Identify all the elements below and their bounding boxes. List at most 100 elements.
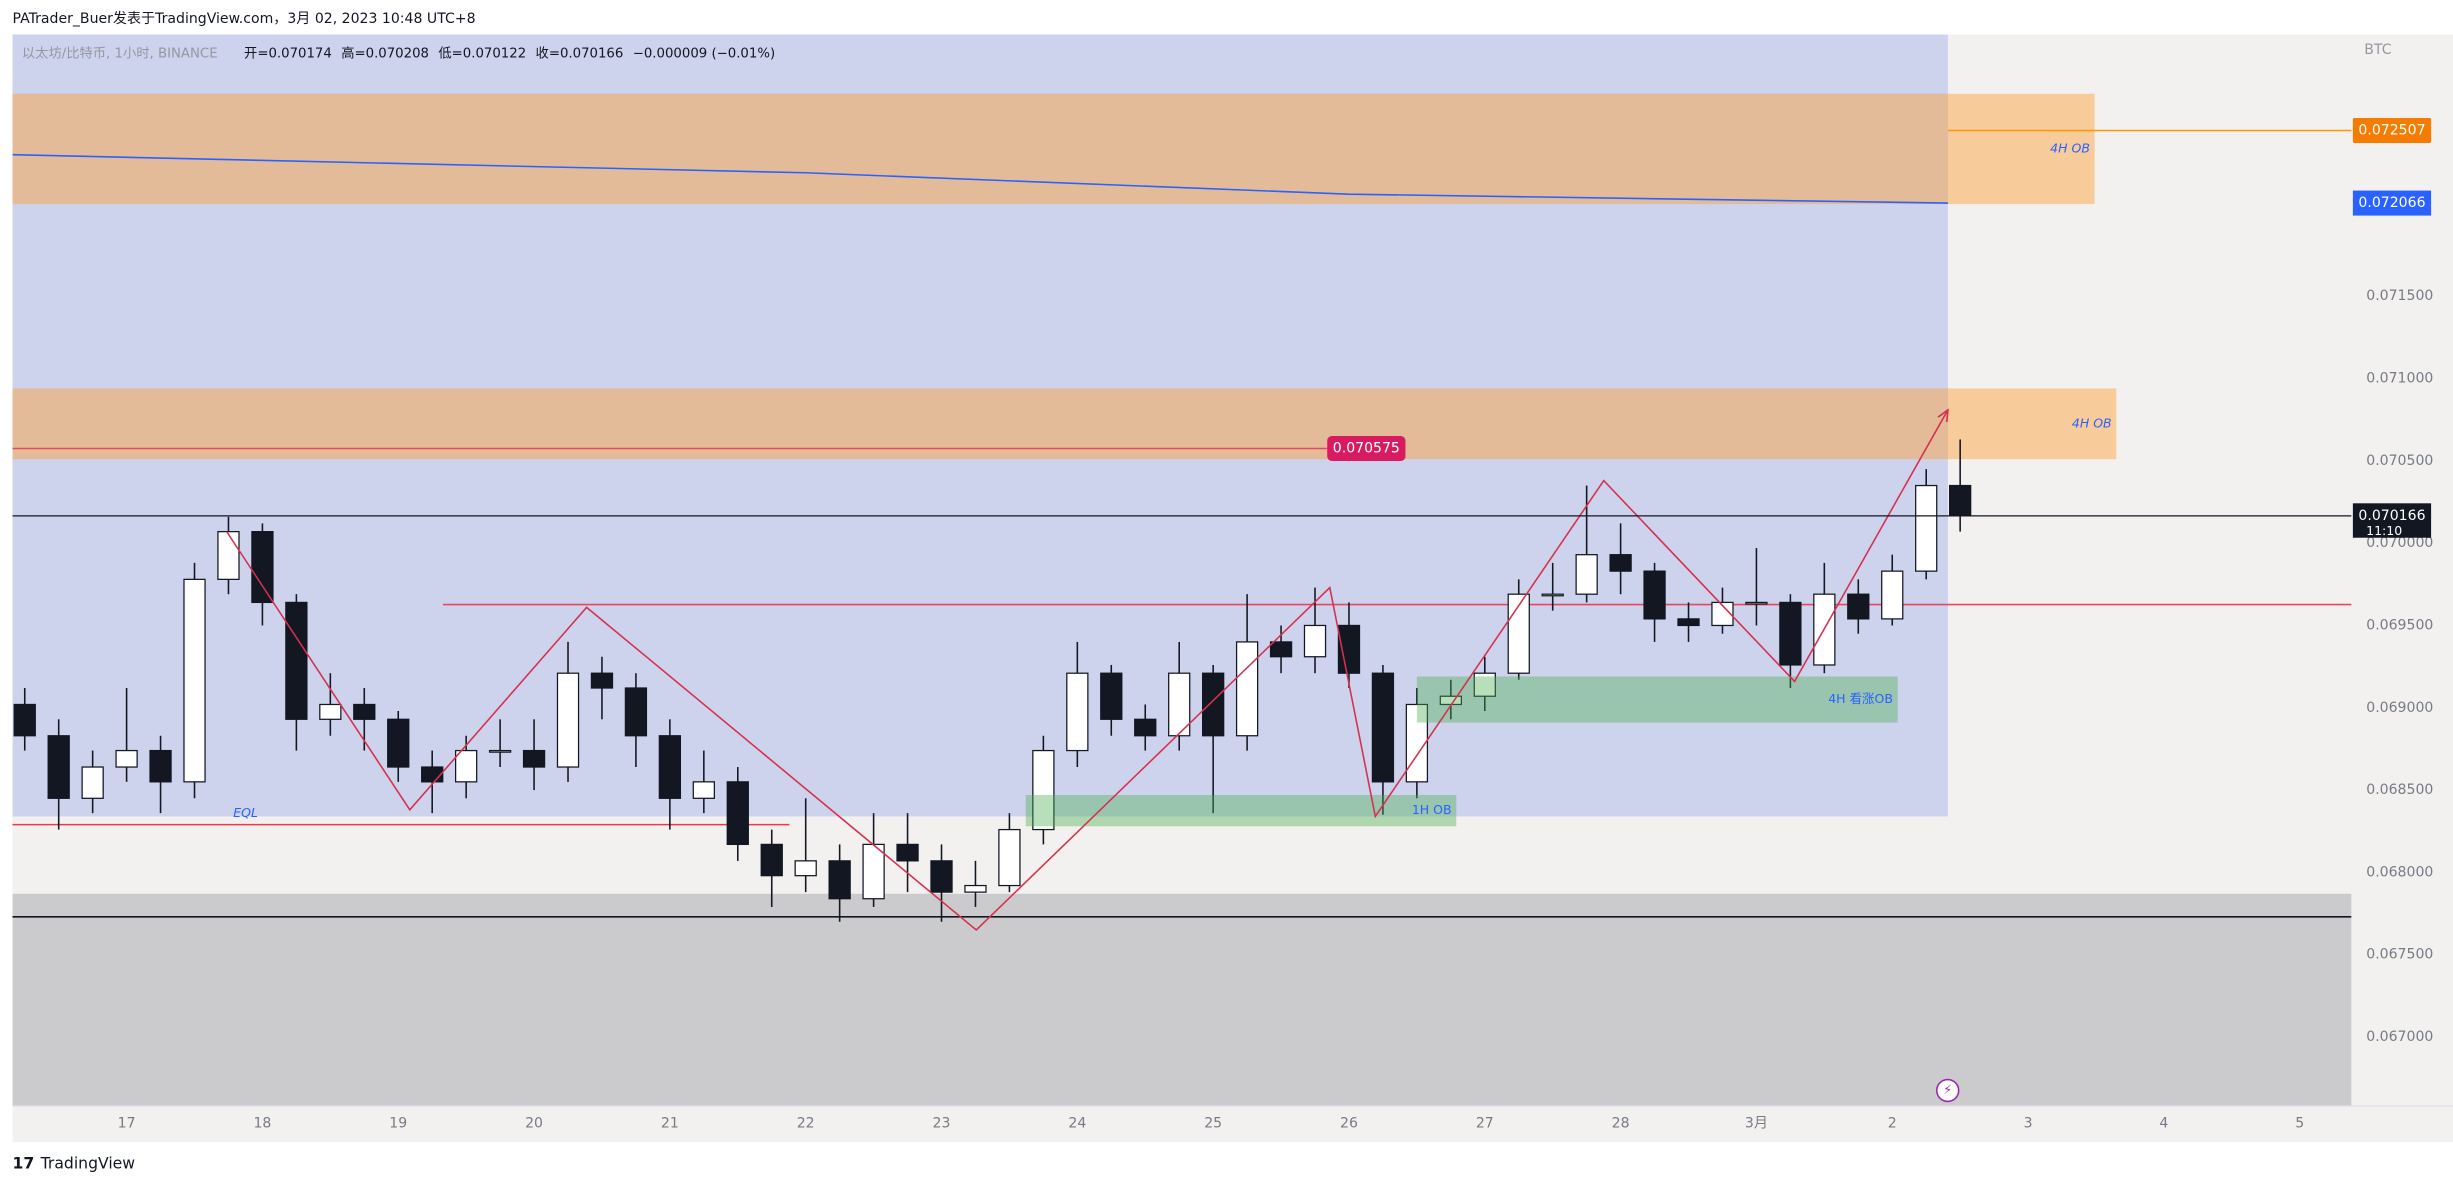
logo: 17 (13, 1154, 35, 1173)
y-tick-label: 0.068500 (2366, 782, 2433, 798)
zone-label: 4H OB (2050, 140, 2090, 155)
y-tick-label: 0.067500 (2366, 947, 2433, 963)
candle-body (1677, 618, 1700, 627)
candle-body (1711, 601, 1734, 627)
zone-label: 4H OB (2072, 415, 2112, 430)
x-tick-label: 27 (1476, 1115, 1494, 1131)
x-tick-label: 26 (1340, 1115, 1358, 1131)
currency: BTC (2364, 42, 2391, 58)
last-price-label: 0.070166 (2358, 508, 2425, 524)
legend-value: −0.000009 (−0.01%) (633, 46, 775, 61)
price-tag-label: 0.072066 (2358, 195, 2425, 211)
legend-value: 收=0.070166 (536, 45, 624, 61)
candle-body (1609, 554, 1632, 572)
zone (1025, 795, 1457, 827)
y-tick-label: 0.069000 (2366, 700, 2433, 716)
candle-body (421, 766, 444, 783)
candle-body (1473, 672, 1496, 697)
candle-body (81, 766, 104, 799)
x-tick-label: 28 (1612, 1115, 1630, 1131)
x-tick-label: 5 (2295, 1115, 2304, 1131)
x-tick-label: 23 (933, 1115, 951, 1131)
legend-value: 低=0.070122 (438, 45, 526, 61)
x-tick-label: 18 (253, 1115, 271, 1131)
candle-body (1032, 749, 1055, 831)
x-tick-label: 2 (1888, 1115, 1897, 1131)
y-tick-label: 0.070500 (2366, 453, 2433, 469)
candle-body (13, 703, 36, 737)
moving-average (12, 153, 1948, 204)
candle-body (47, 735, 70, 799)
y-tick-label: 0.067000 (2366, 1029, 2433, 1045)
candle-body (1269, 641, 1293, 658)
y-tick-label: 0.070000 (2366, 535, 2433, 551)
zone (12, 93, 2095, 205)
candle-body (1915, 484, 1938, 572)
candle-body (760, 843, 783, 877)
zone (12, 388, 2117, 460)
candle-body (1949, 484, 1972, 517)
candle-body (488, 749, 512, 753)
countdown: 11:10 (2366, 523, 2402, 538)
price-tag (2352, 190, 2432, 216)
header: PATrader_Buer发表于TradingView.com，3月 02, 2… (13, 11, 476, 27)
alert-icon[interactable] (1935, 1078, 1960, 1103)
candle-body (930, 860, 953, 893)
candle-body (1575, 554, 1598, 595)
candle-body (1881, 570, 1904, 620)
candle-body (658, 735, 682, 799)
candle-body (1371, 672, 1395, 783)
candle-body (454, 749, 478, 783)
candle-body (319, 703, 342, 720)
y-tick-label: 0.068000 (2366, 864, 2433, 880)
x-tick-label: 25 (1204, 1115, 1222, 1131)
candle-body (692, 781, 715, 799)
candle-body (115, 749, 138, 768)
candle-body (1745, 601, 1768, 605)
candle-body (1168, 672, 1191, 737)
candle-body (862, 843, 885, 900)
x-tick-label: 3月 (1745, 1115, 1768, 1131)
candle-body (726, 781, 749, 846)
alert-icon-glyph: ⚡ (1943, 1082, 1952, 1097)
legend-value: 高=0.070208 (341, 44, 429, 61)
price-tag-label: 0.070575 (1333, 441, 1400, 457)
last-price-tag (2352, 503, 2432, 538)
candle-body (556, 672, 580, 768)
candle-body (353, 703, 376, 720)
price-tag (2352, 117, 2432, 143)
candle-body (1235, 641, 1259, 737)
candle-body (590, 672, 614, 689)
candle-body (183, 578, 206, 783)
zone-label: 4H 看涨OB (1828, 691, 1893, 706)
y-tick-label: 0.069500 (2366, 617, 2433, 633)
candle-body (1066, 672, 1089, 752)
zone (12, 34, 1948, 817)
x-tick-label: 24 (1068, 1115, 1086, 1131)
footer: TradingView (40, 1154, 136, 1173)
candle-body (828, 860, 851, 900)
x-tick-label: 20 (525, 1115, 543, 1131)
candle-body (1779, 601, 1802, 666)
y-tick-label: 0.071000 (2366, 371, 2433, 387)
x-tick-label: 17 (118, 1115, 136, 1131)
candle-body (624, 687, 648, 737)
x-tick-label: 4 (2159, 1115, 2168, 1131)
price-tag (1327, 435, 1406, 462)
plot-background (12, 34, 2453, 1143)
zone (1416, 676, 1898, 723)
y-tick-label: 0.071500 (2366, 288, 2433, 304)
x-tick-label: 22 (797, 1115, 815, 1131)
candle-body (149, 749, 172, 783)
zigzag (226, 410, 1948, 932)
candle-body (251, 531, 274, 604)
candle-body (1643, 570, 1666, 620)
zone (12, 893, 2352, 1107)
legend-value: 开=0.070174 (244, 46, 332, 61)
level-label: EQL (233, 805, 258, 820)
x-tick-label: 3 (2024, 1115, 2033, 1131)
candle-body (964, 884, 987, 893)
legend-symbol: 以太坊/比特币, 1小时, BINANCE (22, 45, 218, 61)
candle-body (1100, 672, 1123, 720)
candle-body (1134, 718, 1157, 737)
